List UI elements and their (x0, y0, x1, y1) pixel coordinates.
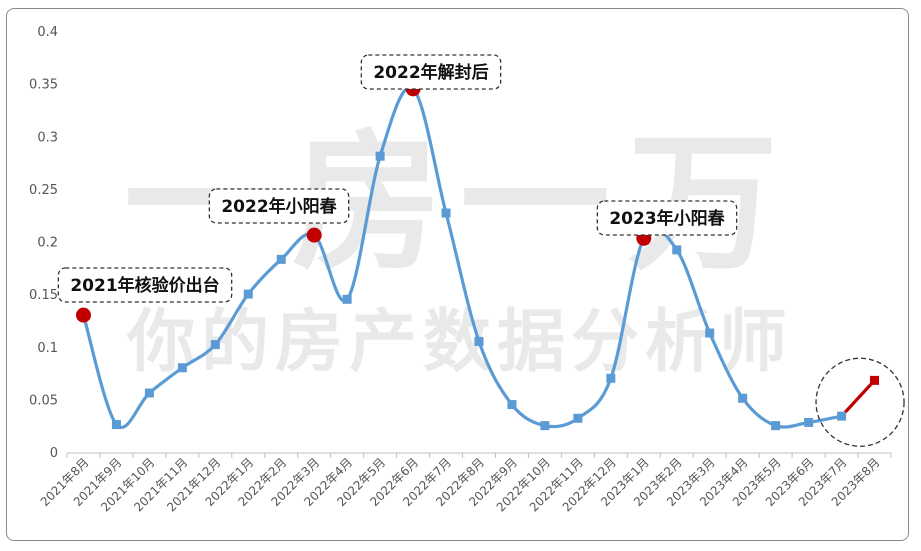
y-tick-label: 0.25 (29, 183, 58, 198)
data-point (573, 413, 583, 423)
y-tick-label: 0.2 (37, 236, 58, 251)
annotation-box (596, 200, 738, 236)
watermark: 一房一万 你的房产数据分析师 (124, 117, 793, 382)
data-point (144, 388, 154, 398)
data-point (705, 328, 715, 338)
data-point (375, 151, 385, 161)
data-point (870, 375, 880, 385)
annotation-label: 2022年小阳春 (221, 196, 336, 217)
annotation-label: 2023年小阳春 (609, 208, 724, 229)
data-point (507, 400, 517, 410)
y-tick-label: 0.3 (37, 130, 58, 145)
series-line-latest (840, 379, 876, 418)
data-point (177, 363, 187, 373)
y-tick-label: 0.4 (37, 25, 58, 40)
data-point (210, 340, 220, 350)
annotation: 2022年小阳春 (208, 188, 350, 224)
highlight-circle (815, 357, 905, 447)
annotation: 2023年小阳春 (596, 200, 738, 236)
data-point (804, 417, 814, 427)
data-point (738, 393, 748, 403)
data-point (540, 421, 550, 431)
data-point (837, 411, 847, 421)
peak-marker (75, 307, 91, 323)
y-tick-label: 0.15 (29, 288, 58, 303)
annotation-box (208, 188, 350, 224)
data-point (606, 373, 616, 383)
annotation: 2022年解封后 (360, 54, 502, 90)
data-point (276, 254, 286, 264)
annotations: 2021年核验价出台 2022年小阳春 2022年解封后 2023年小阳春 (57, 54, 738, 323)
data-point (771, 421, 781, 431)
y-tick-label: 0.05 (29, 393, 58, 408)
series (78, 84, 905, 447)
data-point (672, 245, 682, 255)
data-point (474, 336, 484, 346)
watermark-line-2: 你的房产数据分析师 (126, 303, 793, 382)
data-point (342, 294, 352, 304)
annotation-label: 2021年核验价出台 (70, 275, 219, 296)
y-tick-label: 0.1 (37, 341, 58, 356)
y-tick-label: 0 (50, 446, 58, 461)
annotation-box (360, 54, 502, 90)
y-tick-label: 0.35 (29, 78, 58, 93)
data-point (111, 420, 121, 430)
data-point (441, 208, 451, 218)
annotation-box (57, 267, 233, 303)
data-point (243, 289, 253, 299)
annotation: 2021年核验价出台 (57, 267, 233, 303)
peak-marker (306, 227, 322, 243)
annotation-label: 2022年解封后 (373, 62, 488, 83)
